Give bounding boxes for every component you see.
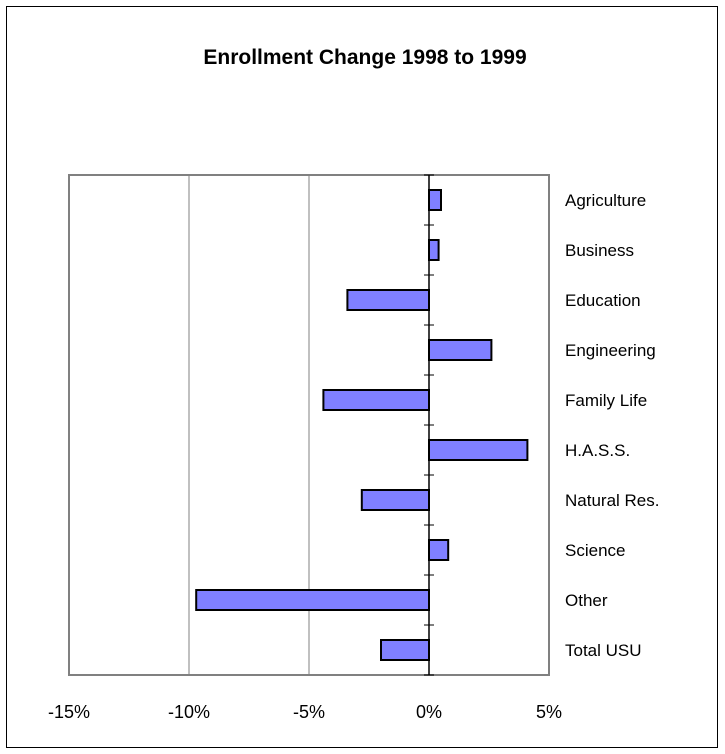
bar-agriculture <box>428 189 442 211</box>
category-label: Engineering <box>565 341 656 360</box>
x-tick-label: -15% <box>48 702 90 722</box>
bar-engineering <box>428 339 493 361</box>
bar-other <box>195 589 430 611</box>
bar-family-life <box>322 389 430 411</box>
bar-business <box>428 239 440 261</box>
category-labels: Agriculture Business Education Engineering F… <box>565 191 659 660</box>
category-label: Total USU <box>565 641 642 660</box>
bar-h-a-s-s <box>428 439 529 461</box>
x-tick-label: 5% <box>536 702 562 722</box>
zero-axis <box>424 174 434 676</box>
plot-area <box>68 174 550 676</box>
x-tick-label: 0% <box>416 702 442 722</box>
category-label: Agriculture <box>565 191 646 210</box>
category-label: Business <box>565 241 634 260</box>
bar-science <box>428 539 450 561</box>
bar-natural-res <box>360 489 430 511</box>
x-tick-labels: -15% -10% -5% 0% 5% <box>48 702 562 722</box>
bar-education <box>346 289 430 311</box>
chart-frame <box>6 6 718 748</box>
x-tick-label: -10% <box>168 702 210 722</box>
category-label: H.A.S.S. <box>565 441 630 460</box>
category-label: Science <box>565 541 625 560</box>
category-label: Family Life <box>565 391 647 410</box>
category-label: Natural Res. <box>565 491 659 510</box>
bars <box>195 189 529 661</box>
bar-total-usu <box>380 639 430 661</box>
category-label: Education <box>565 291 641 310</box>
chart-title: Enrollment Change 1998 to 1999 <box>203 46 526 69</box>
category-label: Other <box>565 591 608 610</box>
x-tick-label: -5% <box>293 702 325 722</box>
